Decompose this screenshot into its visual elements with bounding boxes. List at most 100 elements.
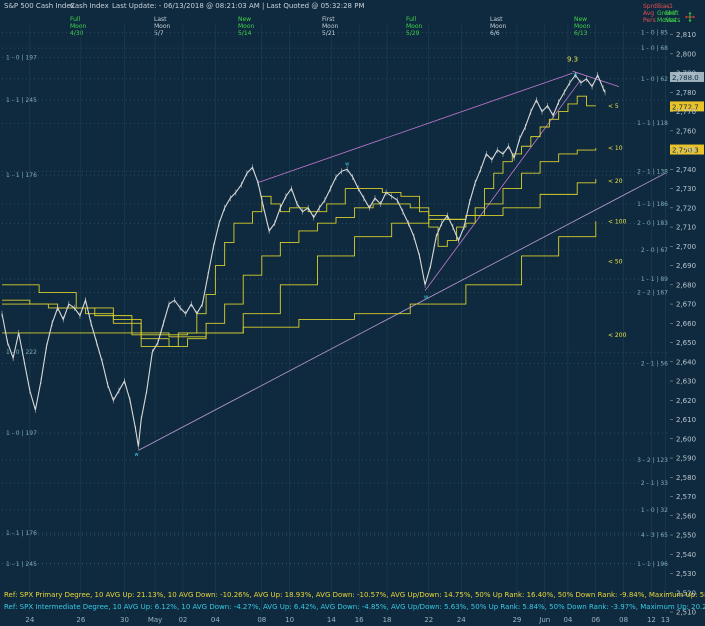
moon-phases: FullMoon4/30LastMoon5/7NewMoon5/14FirstM… [70,16,591,37]
fib-label-right: 2 - 1 | 138 [637,168,668,175]
y-tick-label: 2,740 [676,166,696,174]
legend-label: Avg [643,10,654,17]
moon-name: Moon [322,23,339,30]
x-tick-label: Jun [538,616,550,624]
x-tick-label: 10 [285,616,294,624]
primary-degree-stats: Ref: SPX Primary Degree, 10 AVG Up: 21.1… [4,591,705,599]
moon-name: Moon [154,23,171,30]
y-tick-label: 2,780 [676,89,696,97]
y-tick-label: 2,690 [676,262,696,270]
fib-label-right: 2 - 0 | 183 [637,220,668,227]
last-update: Last Update: - 06/13/2018 @ 08:21:03 AM … [112,2,365,10]
y-tick-label: 2,580 [676,474,696,482]
x-tick-label: 14 [327,616,336,624]
legend-label: Pers [643,17,656,24]
price-label-text: 2,788.0 [672,74,699,82]
x-tick-label: 16 [355,616,364,624]
y-tick-label: 2,550 [676,532,696,540]
moon-phase: Full [70,16,81,23]
x-tick-label: 08 [257,616,266,624]
y-tick-label: 2,680 [676,281,696,289]
ma-line-10 [2,148,597,347]
fib-label-right: 4 - 3 | 65 [641,532,668,539]
y-tick-label: 2,530 [676,570,696,578]
y-tick-label: 2,510 [676,609,696,617]
fib-label-left: 1 - 1 | 176 [6,172,37,179]
x-tick-label: 04 [211,616,220,624]
fib-label-left: 1 - 1 | 245 [6,561,37,568]
legend-label: Sprd [643,3,657,10]
x-axis: 24 26 30 May 02 04 08 10 14 16 18 22 24 29 Jun 04 06 08 12… [25,616,669,624]
y-tick-label: 2,730 [676,185,696,193]
wave-labels: 9.3 w w w w [134,56,578,459]
wave-label: 9.3 [567,56,578,64]
y-tick-label: 2,630 [676,378,696,386]
price-label-text: 2,750.3 [672,147,699,155]
fib-label-right: 1 - 0 | 32 [641,507,668,514]
y-tick-label: 2,540 [676,551,696,559]
fib-label-right: 1 - 1 | 118 [637,120,668,127]
y-axis: 2,510 2,520 2,530 2,540 2,550 2,560 2,570 2,580… [670,31,696,617]
grid [2,25,670,612]
legend-value: Shift [665,10,679,17]
y-tick-label: 2,670 [676,301,696,309]
trendline [424,80,581,291]
ma-labels: < 5 < 10 < 20 < 100 < 50 < 200 [608,103,627,339]
moon-name: Moon [406,23,423,30]
y-tick-label: 2,620 [676,397,696,405]
resize-arrows-icon[interactable] [685,12,695,22]
ma-line-20 [2,178,597,338]
legend-value: Stats [665,17,680,24]
moon-phase: First [322,16,335,23]
x-tick-label: 08 [619,616,628,624]
price-label-box [670,144,704,155]
legend-moves: Moves [657,17,676,24]
moon-phase: New [238,16,251,23]
moon-date: 5/29 [406,30,420,37]
y-tick-label: 2,610 [676,416,696,424]
moon-phase: Last [490,16,503,23]
y-tick-label: 2,570 [676,493,696,501]
y-tick-label: 2,590 [676,455,696,463]
chart-title: S&P 500 Cash Index [4,2,75,10]
x-tick-label: 06 [591,616,600,624]
x-tick-label: 24 [457,616,466,624]
ma-label: < 10 [608,145,623,152]
x-tick-label: 26 [76,616,85,624]
fib-label-right: 3 - 2 | 123 [637,457,668,464]
moon-phase: New [574,16,587,23]
move-stats-legend: Bias Green Moves [657,3,676,24]
wave-label: w [573,72,577,78]
legend: Sprd - 1 Avg Shift Pers Stats [643,3,680,24]
y-tick-label: 2,600 [676,435,696,443]
legend-green: Green [657,10,675,17]
fib-label-left: 1 - 1 | 245 [6,97,37,104]
moon-date: 5/14 [238,30,252,37]
y-tick-label: 2,720 [676,204,696,212]
fib-label-right: 1 - 1 | 186 [637,201,668,208]
x-tick-label: 12 [647,616,656,624]
fib-label-right: 2 - 1 | 33 [641,480,668,487]
ma-label: < 5 [608,103,619,110]
fib-label-right: 2 - 1 | 56 [641,361,668,368]
x-tick-label: 18 [383,616,392,624]
moon-name: Moon [490,23,507,30]
x-tick-label: 02 [178,616,187,624]
y-tick-label: 2,800 [676,50,696,58]
fib-label-right: 1 - 1 | 89 [641,276,668,283]
x-tick-label: 29 [512,616,521,624]
price-labels: 2,788.0 2,772.7 2,750.3 [670,71,704,155]
y-tick-label: 2,710 [676,224,696,232]
y-tick-label: 2,790 [676,70,696,78]
y-tick-label: 2,760 [676,127,696,135]
y-tick-label: 2,520 [676,589,696,597]
fib-label-left: 1 - 1 | 176 [6,530,37,537]
x-tick-label: 13 [661,616,670,624]
ma-label: < 200 [608,332,627,339]
moon-name: Moon [238,23,255,30]
x-tick-label: 22 [424,616,433,624]
fib-label-right: 1 - 1 | 196 [637,561,668,568]
fib-label-left: 1 - 0 | 197 [6,430,37,437]
